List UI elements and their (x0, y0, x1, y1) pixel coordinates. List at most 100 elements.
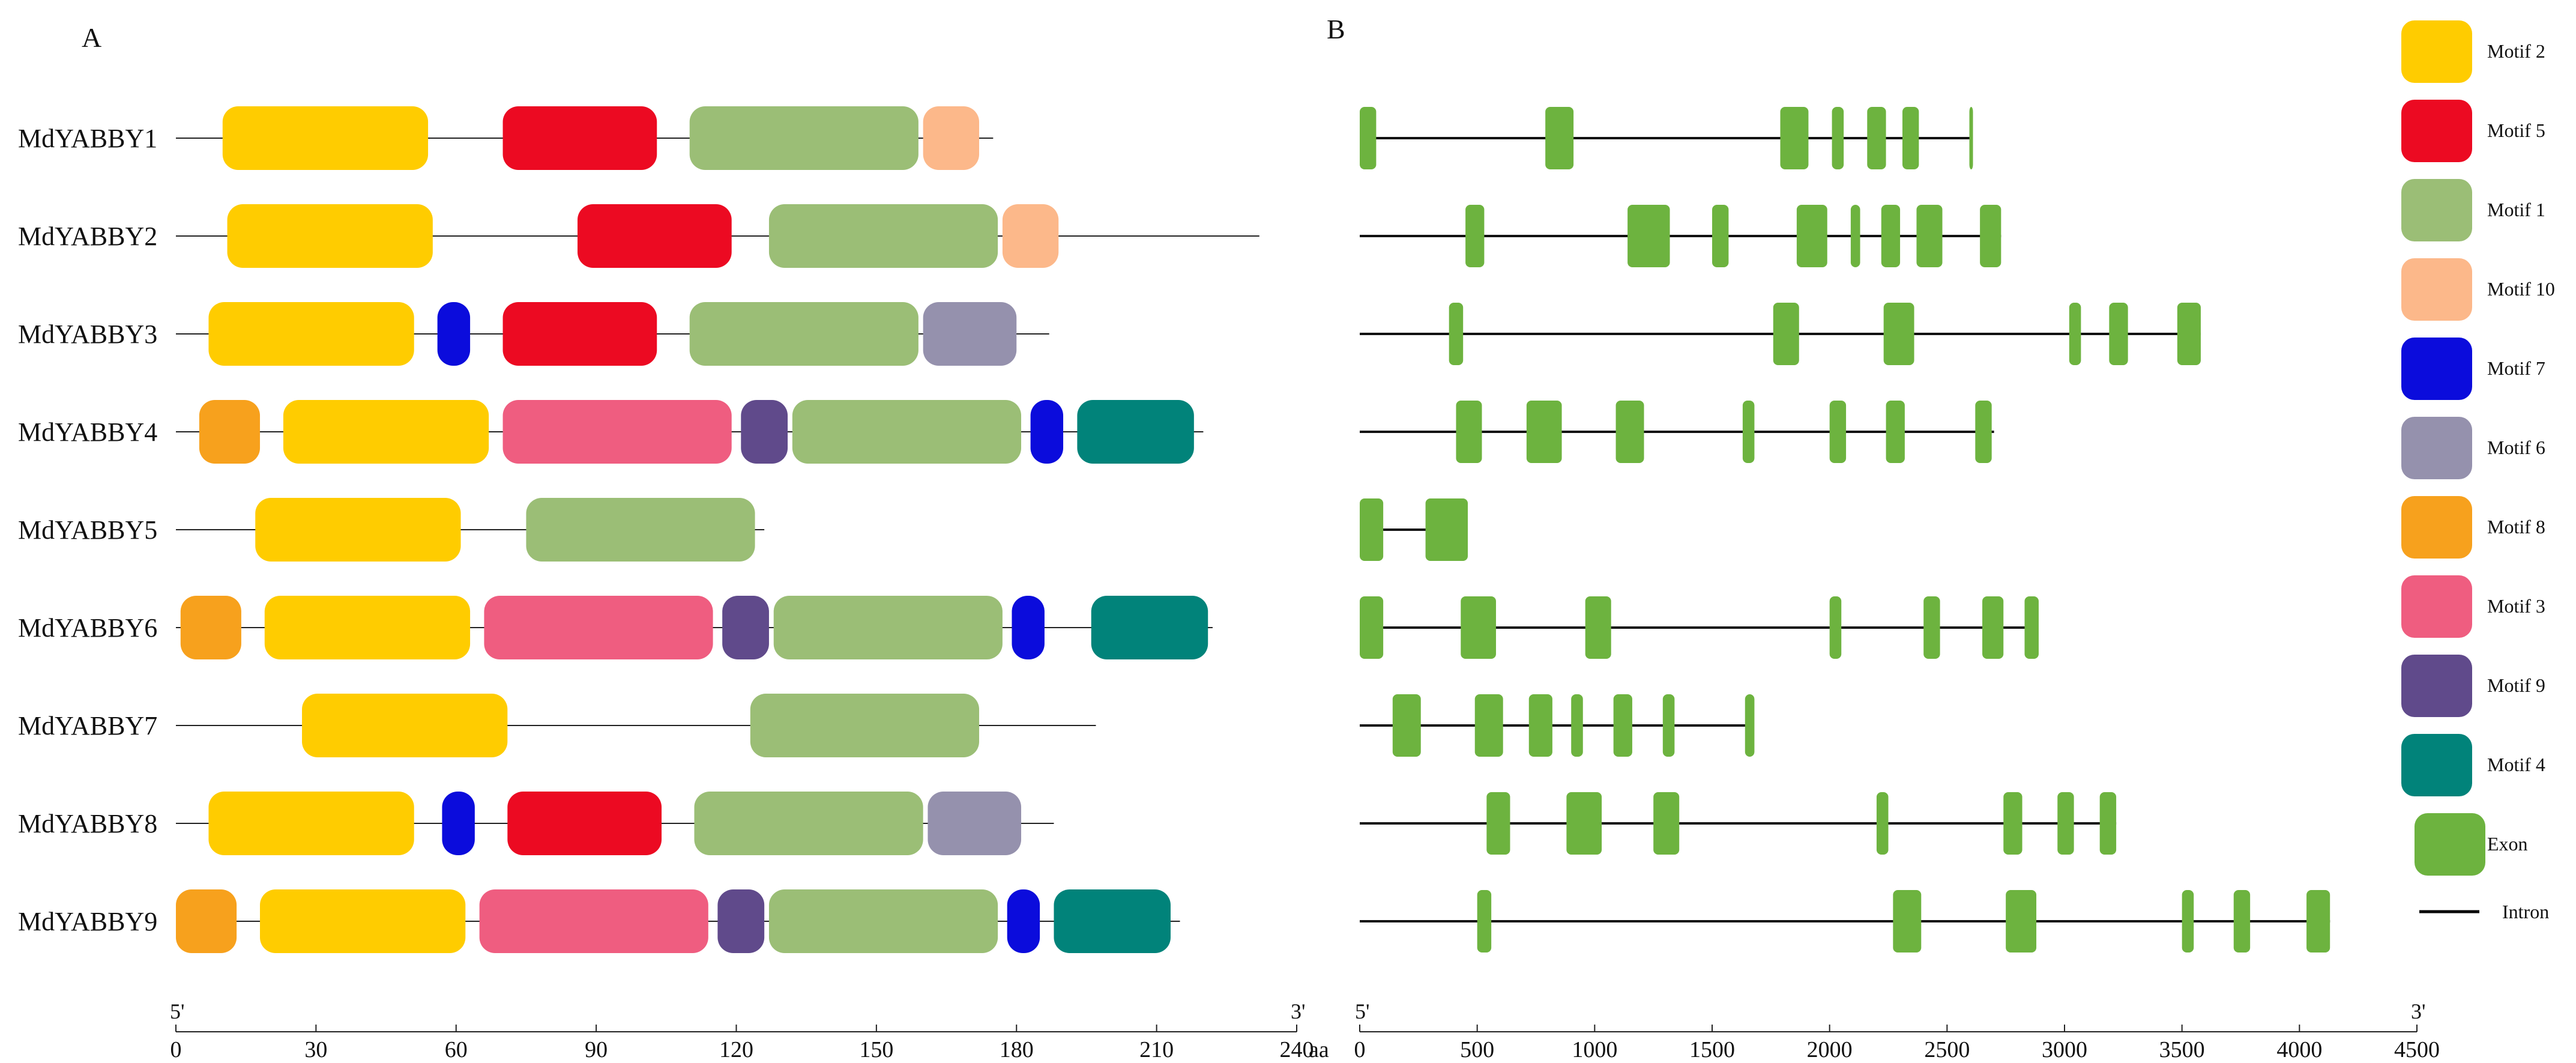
gene-name: MdYABBY9 (18, 907, 157, 936)
panel-b-label: B (1327, 14, 1345, 44)
exon-block (1980, 205, 2001, 267)
gene-name: MdYABBY5 (18, 515, 157, 545)
motif-5-box (578, 204, 732, 268)
protein-row-mdyabby1: MdYABBY1 (18, 106, 994, 170)
exon-block (1780, 107, 1809, 169)
exon-block (1615, 401, 1644, 463)
protein-row-mdyabby3: MdYABBY3 (18, 302, 1049, 366)
legend-item-motif-1: Motif 1 (2401, 179, 2545, 241)
exon-block (1486, 792, 1510, 855)
exon-block (1742, 401, 1755, 463)
exon-block (2024, 596, 2039, 659)
panel-b-gene-structure (1360, 107, 2330, 952)
exon-block (1867, 107, 1886, 169)
exon-block (2109, 303, 2128, 365)
exon-block (1832, 107, 1844, 169)
motif-1-box (792, 400, 1022, 464)
motif-1-box (689, 302, 918, 366)
exon-block (1886, 401, 1905, 463)
exon-block (1360, 107, 1377, 169)
tick-label: 4500 (2394, 1037, 2440, 1062)
motif-8-box (176, 889, 237, 953)
gene-name: MdYABBY6 (18, 613, 157, 643)
motif-2-box (302, 694, 508, 757)
exon-block (2099, 792, 2117, 855)
tick-label: 0 (170, 1037, 182, 1062)
exon-block (1528, 694, 1552, 757)
exon-block (1465, 205, 1485, 267)
exon-block (2182, 890, 2194, 952)
exon-block (1829, 596, 1842, 659)
motif-8-box (199, 400, 261, 464)
motif-5-swatch (2401, 100, 2472, 162)
legend-item-exon: Exon (2415, 813, 2528, 876)
tick-label: 30 (304, 1037, 327, 1062)
exon-block (1916, 205, 1943, 267)
legend-label: Motif 1 (2487, 199, 2545, 220)
exon-block (2057, 792, 2074, 855)
gene-structure-row (1360, 303, 2201, 365)
tick-label: 2000 (1807, 1037, 1853, 1062)
gene-name: MdYABBY2 (18, 222, 157, 251)
exon-block (1969, 107, 1973, 169)
motif-10-box (923, 106, 980, 170)
exon-block (2177, 303, 2201, 365)
exon-block (1449, 303, 1464, 365)
motif-2-box (208, 302, 414, 366)
legend-item-motif-7: Motif 7 (2401, 338, 2545, 400)
motif-2-box (227, 204, 433, 268)
exon-block (1474, 694, 1503, 757)
motif-2-box (222, 106, 429, 170)
gene-structure-row (1360, 694, 1755, 757)
motif-6-box (923, 302, 1017, 366)
tick-label: 240 (1280, 1037, 1314, 1062)
exon-swatch (2415, 813, 2485, 876)
motif-4-swatch (2401, 734, 2472, 796)
gene-name: MdYABBY8 (18, 809, 157, 838)
exon-block (1566, 792, 1602, 855)
exon-block (1526, 401, 1562, 463)
gene-name: MdYABBY3 (18, 320, 157, 349)
protein-row-mdyabby5: MdYABBY5 (18, 498, 765, 562)
protein-row-mdyabby7: MdYABBY7 (18, 694, 1096, 757)
exon-block (1902, 107, 1919, 169)
motif-1-box (689, 106, 918, 170)
legend-item-motif-9: Motif 9 (2401, 655, 2545, 717)
legend-item-intron: Intron (2419, 901, 2549, 922)
legend-label: Exon (2487, 833, 2528, 855)
motif-4-box (1077, 400, 1194, 464)
motif-9-box (741, 400, 788, 464)
legend-label: Motif 6 (2487, 437, 2545, 458)
motif-2-swatch (2401, 20, 2472, 83)
exon-block (1627, 205, 1670, 267)
exon-block (1477, 890, 1492, 952)
exon-block (1613, 694, 1632, 757)
exon-block (1456, 401, 1482, 463)
motif-9-box (717, 889, 765, 953)
motif-8-swatch (2401, 496, 2472, 559)
exon-block (1360, 596, 1384, 659)
gene-structure-row (1360, 498, 1468, 561)
tick-label: 150 (859, 1037, 893, 1062)
legend-label: Motif 3 (2487, 595, 2545, 617)
panel-a-motif-diagram: MdYABBY1 MdYABBY2 MdYABBY3 MdYABBY4 MdYABBY5… (18, 106, 1259, 953)
panel-a-label: A (82, 22, 101, 53)
exon-block (1975, 401, 1992, 463)
protein-row-mdyabby6: MdYABBY6 (18, 596, 1213, 659)
motif-5-box (502, 302, 657, 366)
motif-10-box (1002, 204, 1059, 268)
gene-structure-row (1360, 792, 2117, 855)
exon-block (1653, 792, 1680, 855)
exon-block (1545, 107, 1574, 169)
legend-label: Motif 10 (2487, 278, 2555, 300)
legend-label: Motif 9 (2487, 674, 2545, 696)
gene-structure-row (1360, 596, 2039, 659)
motif-4-box (1091, 596, 1208, 659)
motif-7-box (1007, 889, 1040, 953)
tick-label: 1500 (1689, 1037, 1735, 1062)
exon-block (2069, 303, 2081, 365)
exon-block (1829, 401, 1847, 463)
motif-7-box (1012, 596, 1045, 659)
